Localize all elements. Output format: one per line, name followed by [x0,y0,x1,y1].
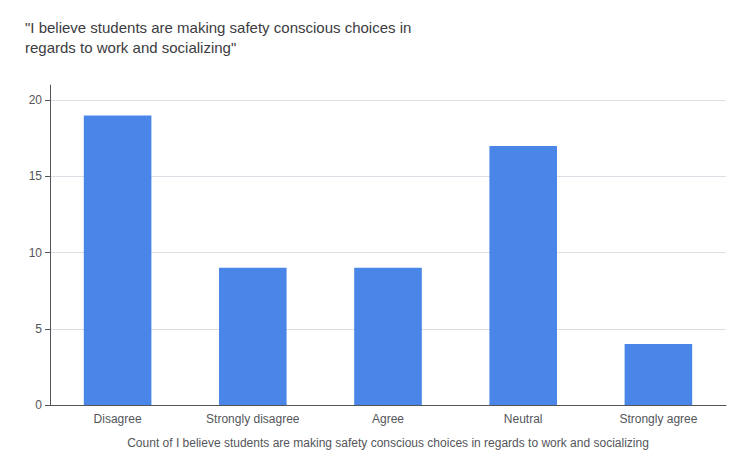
svg-text:0: 0 [35,398,42,412]
svg-text:Strongly agree: Strongly agree [619,412,697,426]
svg-text:"I believe students are making: "I believe students are making safety co… [25,19,411,36]
svg-text:Strongly disagree: Strongly disagree [206,412,300,426]
svg-text:Disagree: Disagree [94,412,142,426]
svg-text:Neutral: Neutral [504,412,543,426]
svg-text:15: 15 [29,169,43,183]
svg-text:Count of I believe students ar: Count of I believe students are making s… [127,436,649,450]
svg-text:5: 5 [35,322,42,336]
svg-text:10: 10 [29,246,43,260]
svg-text:regards to work and socializin: regards to work and socializing" [25,39,236,56]
svg-text:20: 20 [29,93,43,107]
svg-text:Agree: Agree [372,412,404,426]
